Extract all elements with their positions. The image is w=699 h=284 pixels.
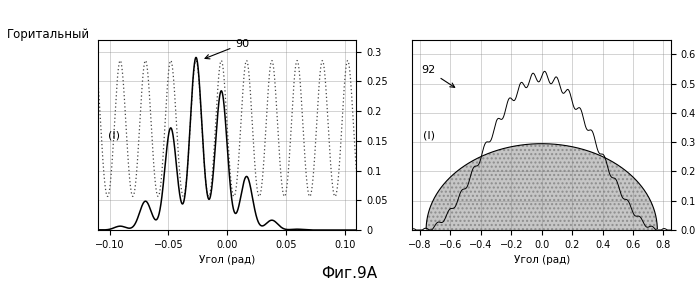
- Text: (I): (I): [108, 131, 120, 141]
- X-axis label: Угол (рад): Угол (рад): [514, 255, 570, 265]
- Text: Фиг.9А: Фиг.9А: [322, 266, 377, 281]
- Text: 90: 90: [205, 39, 250, 59]
- X-axis label: Угол (рад): Угол (рад): [199, 255, 255, 265]
- Text: Горитальный: Горитальный: [7, 28, 90, 41]
- Text: 92: 92: [421, 65, 454, 87]
- Text: (I): (I): [423, 131, 435, 141]
